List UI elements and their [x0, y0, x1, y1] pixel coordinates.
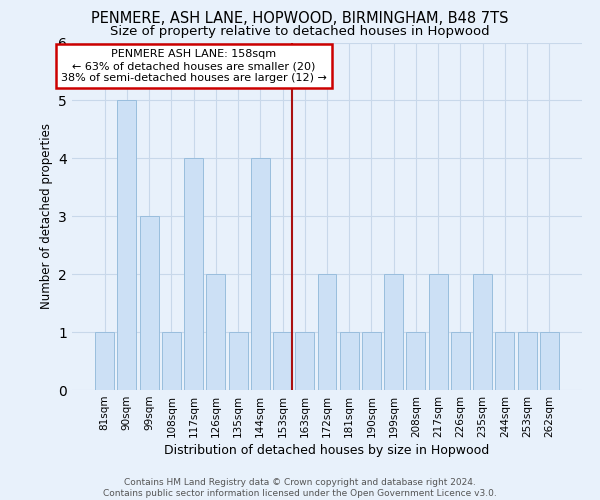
- Bar: [206, 274, 225, 390]
- Bar: [118, 100, 136, 390]
- Bar: [340, 332, 359, 390]
- Bar: [518, 332, 536, 390]
- Bar: [251, 158, 270, 390]
- Bar: [406, 332, 425, 390]
- Bar: [473, 274, 492, 390]
- Bar: [184, 158, 203, 390]
- Bar: [429, 274, 448, 390]
- Bar: [295, 332, 314, 390]
- Bar: [95, 332, 114, 390]
- Bar: [496, 332, 514, 390]
- Bar: [140, 216, 158, 390]
- Bar: [540, 332, 559, 390]
- Bar: [317, 274, 337, 390]
- Text: PENMERE, ASH LANE, HOPWOOD, BIRMINGHAM, B48 7TS: PENMERE, ASH LANE, HOPWOOD, BIRMINGHAM, …: [91, 11, 509, 26]
- Bar: [162, 332, 181, 390]
- Bar: [229, 332, 248, 390]
- Y-axis label: Number of detached properties: Number of detached properties: [40, 123, 53, 309]
- X-axis label: Distribution of detached houses by size in Hopwood: Distribution of detached houses by size …: [164, 444, 490, 457]
- Text: Contains HM Land Registry data © Crown copyright and database right 2024.
Contai: Contains HM Land Registry data © Crown c…: [103, 478, 497, 498]
- Bar: [384, 274, 403, 390]
- Bar: [451, 332, 470, 390]
- Bar: [362, 332, 381, 390]
- Text: PENMERE ASH LANE: 158sqm
← 63% of detached houses are smaller (20)
38% of semi-d: PENMERE ASH LANE: 158sqm ← 63% of detach…: [61, 50, 326, 82]
- Bar: [273, 332, 292, 390]
- Text: Size of property relative to detached houses in Hopwood: Size of property relative to detached ho…: [110, 25, 490, 38]
